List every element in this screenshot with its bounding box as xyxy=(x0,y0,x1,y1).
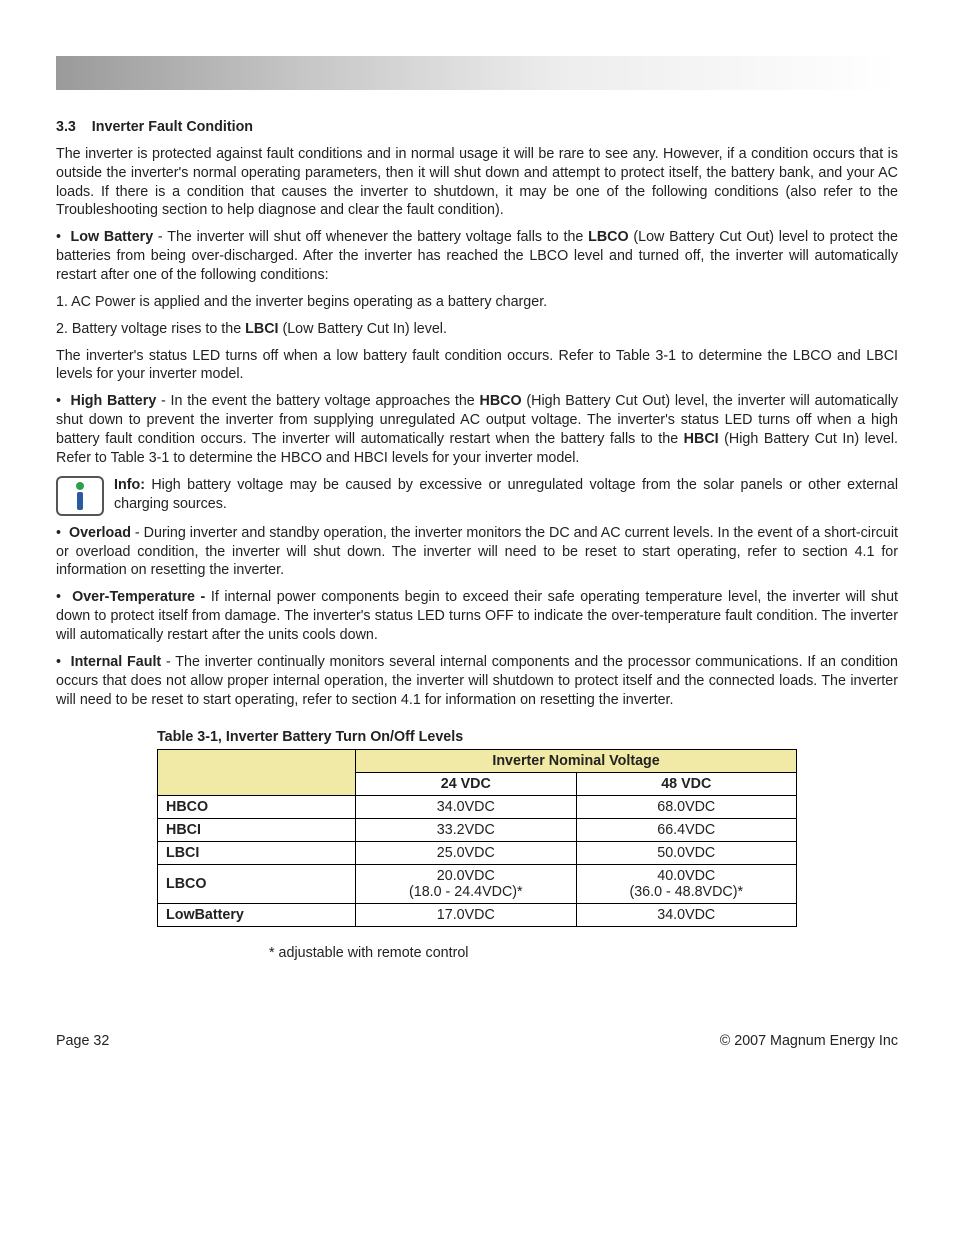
cell-48v: 68.0VDC xyxy=(576,796,796,819)
cell-24v: 20.0VDC (18.0 - 24.4VDC)* xyxy=(356,865,576,904)
cell-48v: 50.0VDC xyxy=(576,842,796,865)
page-footer: Page 32 © 2007 Magnum Energy Inc xyxy=(56,1033,898,1049)
low-batt-sub2-post: (Low Battery Cut In) level. xyxy=(279,321,447,337)
th-group: Inverter Nominal Voltage xyxy=(356,750,797,773)
lbco-acronym: LBCO xyxy=(588,229,629,245)
cell-48v: 34.0VDC xyxy=(576,904,796,927)
table-body: HBCO34.0VDC68.0VDCHBCI33.2VDC66.4VDCLBCI… xyxy=(158,796,797,927)
table-row: HBCI33.2VDC66.4VDC xyxy=(158,819,797,842)
info-icon xyxy=(56,476,104,516)
hbci-acronym: HBCI xyxy=(684,431,719,447)
voltage-table: Inverter Nominal Voltage 24 VDC 48 VDC H… xyxy=(157,749,797,927)
table-header-row-1: Inverter Nominal Voltage xyxy=(158,750,797,773)
cell-48v: 66.4VDC xyxy=(576,819,796,842)
low-batt-pre: - The inverter will shut off whenever th… xyxy=(153,229,588,245)
row-label: HBCI xyxy=(158,819,356,842)
bullet-high-battery: • High Battery - In the event the batter… xyxy=(56,392,898,467)
table-row: LowBattery17.0VDC34.0VDC xyxy=(158,904,797,927)
cell-24v: 17.0VDC xyxy=(356,904,576,927)
low-batt-term: Low Battery xyxy=(71,229,154,245)
table-block: Table 3-1, Inverter Battery Turn On/Off … xyxy=(157,729,797,961)
high-batt-pre: - In the event the battery voltage appro… xyxy=(156,393,479,409)
table-caption: Table 3-1, Inverter Battery Turn On/Off … xyxy=(157,729,797,745)
page: 3.3 Inverter Fault Condition The inverte… xyxy=(0,0,954,1089)
footer-left: Page 32 xyxy=(56,1033,109,1049)
bullet-overload: • Overload - During inverter and standby… xyxy=(56,524,898,581)
info-text-block: Info: High battery voltage may be caused… xyxy=(114,476,898,514)
th-blank xyxy=(158,750,356,796)
table-footnote: * adjustable with remote control xyxy=(269,945,797,961)
bullet-low-battery: • Low Battery - The inverter will shut o… xyxy=(56,228,898,285)
cell-24v: 25.0VDC xyxy=(356,842,576,865)
th-48v: 48 VDC xyxy=(576,773,796,796)
overload-term: Overload xyxy=(69,525,131,541)
low-batt-sub2-pre: 2. Battery voltage rises to the xyxy=(56,321,245,337)
table-row: LBCO20.0VDC (18.0 - 24.4VDC)*40.0VDC (36… xyxy=(158,865,797,904)
intro-paragraph: The inverter is protected against fault … xyxy=(56,145,898,220)
internal-body: - The inverter continually monitors seve… xyxy=(56,654,898,708)
overtemp-term: Over-Temperature - xyxy=(72,589,211,605)
cell-24v: 33.2VDC xyxy=(356,819,576,842)
bullet-overtemp: • Over-Temperature - If internal power c… xyxy=(56,588,898,645)
footer-right: © 2007 Magnum Energy Inc xyxy=(720,1033,898,1049)
internal-term: Internal Fault xyxy=(71,654,162,670)
row-label: LowBattery xyxy=(158,904,356,927)
header-bar xyxy=(56,56,898,90)
info-label: Info: xyxy=(114,477,145,493)
th-24v: 24 VDC xyxy=(356,773,576,796)
high-batt-term: High Battery xyxy=(71,393,157,409)
hbco-acronym: HBCO xyxy=(480,393,522,409)
section-number: 3.3 xyxy=(56,119,76,135)
section-heading-line: 3.3 Inverter Fault Condition xyxy=(56,118,898,137)
row-label: HBCO xyxy=(158,796,356,819)
cell-48v: 40.0VDC (36.0 - 48.8VDC)* xyxy=(576,865,796,904)
low-batt-sub1: 1. AC Power is applied and the inverter … xyxy=(56,293,898,312)
cell-24v: 34.0VDC xyxy=(356,796,576,819)
table-row: HBCO34.0VDC68.0VDC xyxy=(158,796,797,819)
row-label: LBCI xyxy=(158,842,356,865)
info-callout: Info: High battery voltage may be caused… xyxy=(56,476,898,516)
info-body: High battery voltage may be caused by ex… xyxy=(114,477,898,512)
section-title: Inverter Fault Condition xyxy=(92,119,253,135)
bullet-internal: • Internal Fault - The inverter continua… xyxy=(56,653,898,710)
low-batt-after: The inverter's status LED turns off when… xyxy=(56,347,898,385)
overload-body: - During inverter and standby operation,… xyxy=(56,525,898,579)
table-row: LBCI25.0VDC50.0VDC xyxy=(158,842,797,865)
lbci-acronym: LBCI xyxy=(245,321,278,337)
low-batt-sub2: 2. Battery voltage rises to the LBCI (Lo… xyxy=(56,320,898,339)
row-label: LBCO xyxy=(158,865,356,904)
